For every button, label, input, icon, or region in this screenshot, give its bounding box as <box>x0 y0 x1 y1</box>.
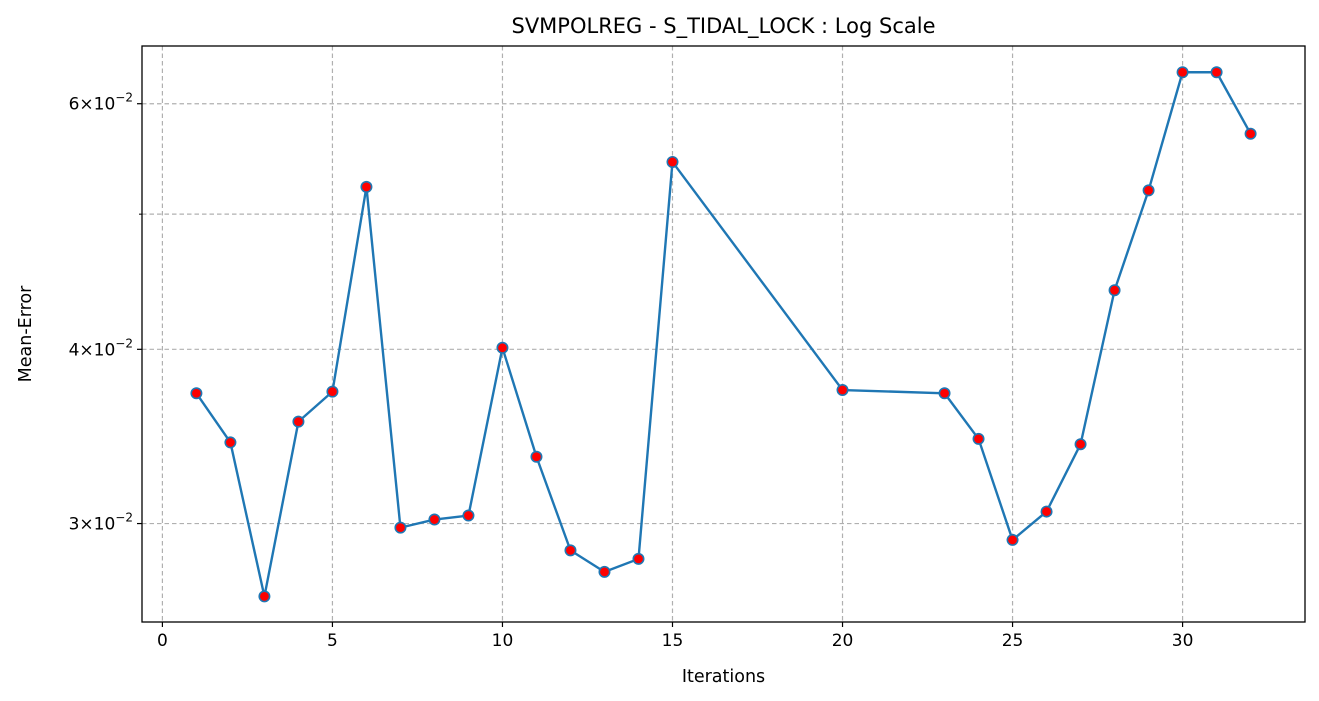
data-point <box>1176 66 1189 79</box>
y-tick-label: 6×10−2 <box>69 91 133 115</box>
y-tick-label: 3×10−2 <box>69 511 133 535</box>
data-point <box>292 415 305 428</box>
x-tick-label: 15 <box>662 631 684 651</box>
data-point <box>1210 66 1223 79</box>
y-tick-label: 4×10−2 <box>69 336 133 360</box>
plot-area-frame <box>141 45 1306 623</box>
data-point <box>632 552 645 565</box>
x-tick-label: 5 <box>327 631 338 651</box>
data-point <box>190 387 203 400</box>
data-point <box>428 513 441 526</box>
series-line <box>195 71 1252 598</box>
data-point <box>1006 533 1019 546</box>
x-tick-label: 10 <box>492 631 514 651</box>
grid <box>142 46 1305 622</box>
x-tick-label: 0 <box>157 631 168 651</box>
data-point <box>938 387 951 400</box>
x-tick-label: 20 <box>832 631 854 651</box>
data-point <box>1244 127 1257 140</box>
data-point <box>224 436 237 449</box>
data-point <box>564 544 577 557</box>
data-point <box>1040 505 1053 518</box>
axis-ticks: 0 5 10 15 20 25 30 3×10−2 4×10−2 6×10−2 <box>69 91 1194 651</box>
data-point <box>326 385 339 398</box>
data-point <box>258 590 271 603</box>
data-point <box>394 521 407 534</box>
data-point <box>836 384 849 397</box>
data-point <box>462 509 475 522</box>
data-point <box>496 341 509 354</box>
data-point <box>360 180 373 193</box>
data-point <box>530 450 543 463</box>
data-point <box>598 565 611 578</box>
data-point <box>1142 184 1155 197</box>
data-point <box>666 155 679 168</box>
x-tick-label: 25 <box>1002 631 1024 651</box>
x-tick-label: 30 <box>1172 631 1194 651</box>
chart-title: SVMPOLREG - S_TIDAL_LOCK : Log Scale <box>511 14 935 39</box>
data-point <box>972 432 985 445</box>
data-point <box>1074 438 1087 451</box>
y-axis-label: Mean-Error <box>16 285 36 382</box>
x-axis-label: Iterations <box>682 667 765 687</box>
data-point <box>1108 284 1121 297</box>
series <box>190 66 1257 603</box>
